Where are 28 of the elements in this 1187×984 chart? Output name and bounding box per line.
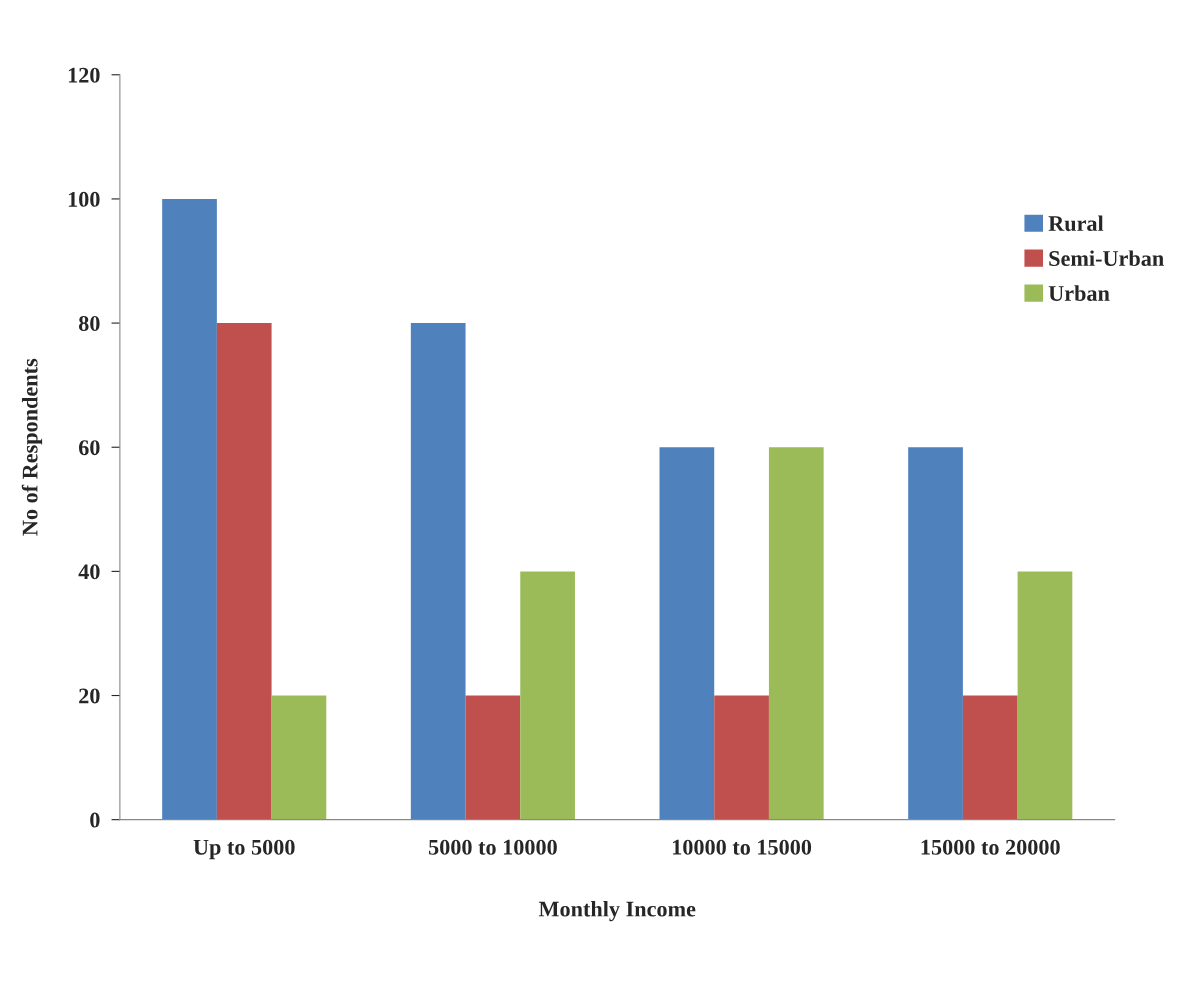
bar [908,447,963,820]
y-tick-label: 60 [78,440,100,456]
legend-label: Semi-Urban [1049,250,1164,267]
y-tick-label: 40 [78,564,100,580]
x-tick-label: 15000 to 20000 [921,839,1060,855]
y-tick-label: 0 [90,812,100,828]
y-tick-label: 100 [68,191,100,207]
bar [714,695,769,820]
bar [1017,571,1073,820]
bar [162,198,217,820]
legend-label: Urban [1048,285,1110,301]
y-tick-label: 120 [68,67,100,83]
x-tick-label: 10000 to 15000 [672,839,812,855]
bar [962,695,1018,820]
bar [659,447,715,820]
x-axis-title: Monthly Income [538,900,696,922]
bar [410,323,466,820]
y-tick-label: 20 [79,688,100,704]
bar [271,695,327,820]
y-tick-label: 80 [78,316,100,332]
legend-label: Rural [1048,215,1104,232]
y-axis-title: No of Respondents [21,358,43,536]
bar [216,323,272,820]
x-tick-label: 5000 to 10000 [428,839,557,855]
x-tick-label: Up to 5000 [193,839,295,860]
bar [768,447,824,820]
bar [465,695,521,820]
bar [520,571,575,820]
